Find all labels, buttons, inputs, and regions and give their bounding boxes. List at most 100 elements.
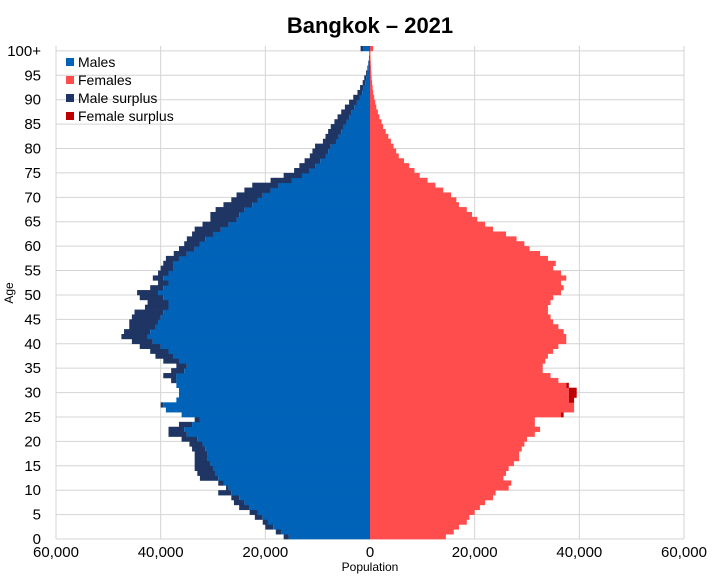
male-bar (228, 221, 370, 227)
female-bar (370, 470, 507, 476)
male-bar (267, 519, 370, 525)
female-bar (370, 153, 399, 159)
female-bar (370, 104, 377, 110)
female-surplus-legend-label: Female surplus (78, 108, 174, 124)
female-bar (370, 294, 554, 301)
female-bar (370, 221, 486, 227)
male-surplus-bar (312, 148, 329, 154)
female-bar (370, 460, 514, 467)
male-surplus-bar (163, 260, 174, 267)
male-surplus-bar (254, 514, 263, 520)
male-surplus-bar (152, 275, 164, 281)
male-bar (367, 70, 370, 76)
female-bar (370, 475, 504, 481)
male-bar (249, 504, 370, 511)
y-tick-label: 45 (24, 311, 41, 328)
male-bar (356, 99, 370, 105)
male-bar (205, 236, 370, 242)
y-tick-label: 25 (24, 409, 41, 426)
male-surplus-bar (353, 94, 360, 101)
female-bar (370, 260, 556, 267)
male-surplus-bar (144, 304, 169, 310)
x-tick-labels: 60,000 40,000 20,000 0 20,000 40,000 60,000 (33, 544, 707, 561)
x-tick-label: 60,000 (33, 544, 79, 561)
male-bar (262, 192, 370, 198)
female-bar (370, 436, 527, 442)
chart-title: Bangkok – 2021 (287, 13, 453, 38)
male-bar (163, 294, 370, 301)
female-bar (370, 207, 467, 213)
male-surplus-bar (155, 353, 174, 359)
male-surplus-bar (364, 75, 367, 81)
male-bar (186, 363, 370, 369)
male-bar (231, 490, 370, 496)
male-bar (278, 182, 370, 188)
male-bar (155, 324, 370, 330)
female-bar (370, 319, 554, 325)
male-bar (244, 499, 370, 506)
female-bar (370, 265, 554, 271)
y-tick-label: 80 (24, 141, 41, 158)
male-bar (178, 358, 370, 364)
female-bar (370, 446, 522, 452)
female-bar (370, 251, 541, 257)
female-bar (370, 75, 372, 81)
male-surplus-bar (265, 524, 274, 530)
male-bar (309, 168, 370, 174)
female-bar (370, 241, 525, 247)
male-bar (362, 89, 370, 96)
male-surplus-bar (194, 460, 211, 467)
female-bar (370, 216, 478, 223)
female-bar (370, 309, 548, 315)
female-bar (370, 382, 567, 389)
female-bar (370, 114, 380, 120)
male-surplus-bar (249, 509, 258, 515)
male-bar (341, 128, 370, 135)
male-surplus-bar (150, 285, 164, 291)
y-tick-label: 10 (24, 482, 41, 499)
male-surplus-bar (160, 402, 164, 408)
male-bar (325, 153, 370, 159)
female-bar (370, 534, 446, 540)
male-surplus-bar (163, 358, 179, 364)
male-bar (252, 202, 370, 208)
female-bar (370, 412, 562, 418)
male-bar (152, 338, 370, 345)
female-bar (370, 124, 384, 130)
male-bar (291, 177, 370, 184)
female-bar (370, 495, 493, 501)
female-surplus-bar (568, 397, 575, 403)
male-surplus-bar (131, 338, 153, 345)
y-tick-label: 85 (24, 116, 41, 133)
female-bar (370, 333, 567, 340)
male-surplus-bar (344, 104, 355, 110)
female-bar (370, 456, 520, 462)
male-surplus-bar (184, 241, 200, 247)
male-bar (165, 407, 370, 413)
x-tick-label: 40,000 (556, 544, 602, 561)
y-tick-label: 40 (24, 336, 41, 353)
female-bar (370, 499, 486, 506)
male-surplus-bar (199, 475, 219, 481)
female-bar (370, 392, 569, 398)
male-bar (158, 290, 370, 296)
female-bar (370, 490, 496, 496)
male-surplus-bar (334, 119, 347, 125)
male-surplus-legend-swatch (66, 94, 74, 102)
male-bar (160, 314, 370, 320)
female-bar (370, 363, 543, 369)
female-bar (370, 504, 480, 511)
female-bar (370, 431, 535, 437)
male-bar (158, 319, 370, 325)
y-tick-label: 100+ (7, 43, 41, 60)
female-bar (370, 407, 575, 413)
male-bar (343, 124, 370, 130)
male-bar (178, 387, 370, 393)
male-bar (178, 255, 370, 262)
male-surplus-bar (283, 534, 289, 540)
female-bar (370, 529, 454, 535)
x-tick-label: 0 (366, 544, 374, 561)
female-bar (370, 55, 371, 61)
female-surplus-bar (561, 412, 564, 418)
female-bar (370, 60, 371, 66)
